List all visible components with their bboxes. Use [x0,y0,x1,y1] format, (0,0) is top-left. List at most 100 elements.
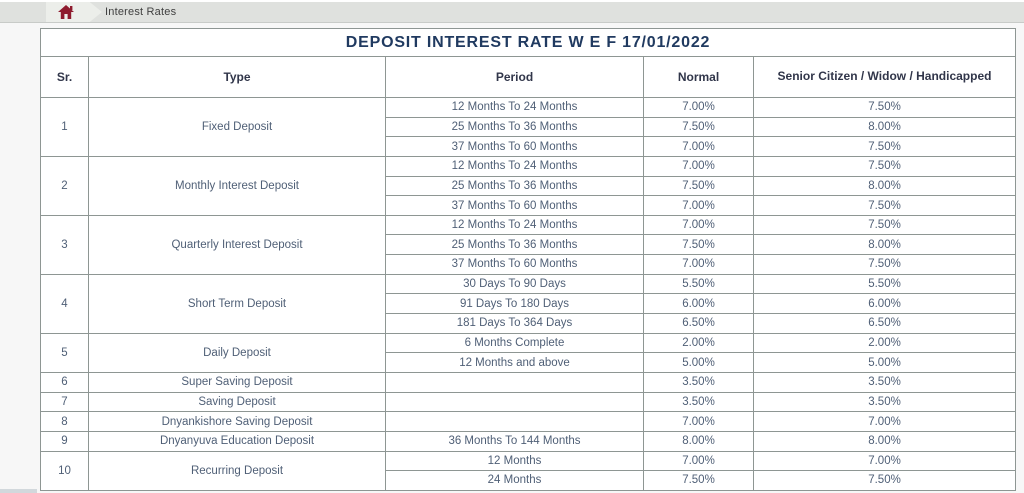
senior-rate-cell: 7.50% [752,214,1017,236]
normal-rate-cell: 7.50% [643,234,754,256]
period-cell: 181 Days To 364 Days [385,313,644,334]
table-title-row: DEPOSIT INTEREST RATE W E F 17/01/2022 [39,28,1017,57]
period-cell: 37 Months To 60 Months [385,254,644,275]
type-cell: Quarterly Interest Deposit [88,214,386,275]
normal-rate-cell: 7.00% [643,136,754,157]
normal-rate-cell: 7.00% [643,254,754,275]
sr-cell: 3 [40,214,89,275]
table-row: 3 Quarterly Interest Deposit 12 Months To … [40,214,1017,275]
type-cell: Saving Deposit [88,391,386,413]
normal-rate-cell: 5.00% [643,352,754,373]
col-header-type: Type [88,56,386,98]
type-cell: Recurring Deposit [88,450,386,491]
sr-cell: 4 [40,273,89,334]
table-row: 25 Months To 36 Months 7.50% 8.00% [41,234,1017,256]
normal-rate-cell: 6.50% [643,313,754,334]
normal-rate-cell: 2.00% [643,332,754,354]
col-header-period: Period [385,56,644,98]
table-header-row: Sr. Type Period Normal Senior Citizen / … [40,56,1017,98]
period-cell: 30 Days To 90 Days [385,273,644,295]
table-row: 9 Dnyanyuva Education Deposit 36 Months To… [40,430,1017,452]
normal-rate-cell: 5.50% [643,273,754,295]
period-cell: 24 Months [385,470,644,491]
table-row: 2 Monthly Interest Deposit 12 Months To 24… [40,155,1017,216]
table-row: 5 Daily Deposit 6 Months Complete 2.00% 2.00… [40,332,1017,373]
breadcrumb-bar: Interest Rates [0,0,1024,23]
table-row: 8 Dnyankishore Saving Deposit 7.00% 7.00% [40,411,1017,432]
period-cell: 12 Months To 24 Months [385,214,644,236]
normal-rate-cell: 7.00% [643,97,754,118]
table-row: 37 Months To 60 Months 7.00% 7.50% [41,136,1017,157]
sr-cell: 6 [40,371,89,393]
table-row: 24 Months 7.50% 7.50% [41,470,1017,491]
senior-rate-cell: 7.50% [752,254,1017,275]
type-cell: Dnyankishore Saving Deposit [88,411,386,432]
senior-rate-cell: 7.00% [752,450,1017,472]
table-row: 37 Months To 60 Months 7.00% 7.50% [41,195,1017,216]
type-cell: Super Saving Deposit [88,371,386,393]
sr-cell: 9 [40,430,89,452]
interest-rate-table-container: DEPOSIT INTEREST RATE W E F 17/01/2022 S… [39,28,1017,491]
senior-rate-cell: 5.00% [752,352,1017,373]
breadcrumb-home-tab[interactable] [46,2,102,22]
period-cell [385,391,644,413]
col-header-sr: Sr. [40,56,89,98]
senior-rate-cell: 8.00% [752,430,1017,452]
normal-rate-cell: 6.00% [643,293,754,315]
normal-rate-cell: 3.50% [643,391,754,413]
senior-rate-cell: 3.50% [752,391,1017,413]
senior-rate-cell: 7.50% [752,195,1017,216]
sr-cell: 7 [40,391,89,413]
normal-rate-cell: 3.50% [643,371,754,393]
senior-rate-cell: 7.50% [752,155,1017,177]
col-header-senior-label: Senior Citizen / Widow / Handicapped [777,69,992,84]
sr-cell: 10 [40,450,89,491]
sr-cell: 8 [40,411,89,432]
home-icon[interactable] [58,5,74,19]
senior-rate-cell: 6.00% [752,293,1017,315]
senior-rate-cell: 7.50% [752,136,1017,157]
type-cell: Dnyanyuva Education Deposit [88,430,386,452]
senior-rate-cell: 8.00% [752,116,1017,138]
table-body: 1 Fixed Deposit 12 Months To 24 Months 7.00… [40,97,1017,491]
normal-rate-cell: 7.00% [643,214,754,236]
normal-rate-cell: 7.50% [643,116,754,138]
period-cell: 25 Months To 36 Months [385,234,644,256]
footer-edge [0,489,37,493]
type-cell: Monthly Interest Deposit [88,155,386,216]
senior-rate-cell: 7.00% [752,411,1017,432]
table-row: 37 Months To 60 Months 7.00% 7.50% [41,254,1017,275]
period-cell: 37 Months To 60 Months [385,195,644,216]
senior-rate-cell: 7.50% [752,470,1017,491]
senior-rate-cell: 6.50% [752,313,1017,334]
table-row: 4 Short Term Deposit 30 Days To 90 Days 5.5… [40,273,1017,334]
period-cell: 12 Months To 24 Months [385,155,644,177]
table-row: 12 Months and above 5.00% 5.00% [41,352,1017,373]
period-cell: 91 Days To 180 Days [385,293,644,315]
normal-rate-cell: 8.00% [643,430,754,452]
sr-cell: 2 [40,155,89,216]
period-cell: 37 Months To 60 Months [385,136,644,157]
senior-rate-cell: 3.50% [752,371,1017,393]
senior-rate-cell: 8.00% [752,234,1017,256]
table-title: DEPOSIT INTEREST RATE W E F 17/01/2022 [39,28,1017,57]
senior-rate-cell: 5.50% [752,273,1017,295]
senior-rate-cell: 8.00% [752,175,1017,197]
normal-rate-cell: 7.50% [643,175,754,197]
period-cell: 36 Months To 144 Months [385,430,644,452]
interest-rate-table: DEPOSIT INTEREST RATE W E F 17/01/2022 S… [39,28,1017,491]
type-cell: Fixed Deposit [88,97,386,157]
senior-rate-cell: 7.50% [752,97,1017,118]
period-cell: 12 Months [385,450,644,472]
period-cell: 25 Months To 36 Months [385,175,644,197]
sr-cell: 5 [40,332,89,373]
type-cell: Short Term Deposit [88,273,386,334]
period-cell: 12 Months and above [385,352,644,373]
normal-rate-cell: 7.00% [643,411,754,432]
table-row: 10 Recurring Deposit 12 Months 7.00% 7.00% [40,450,1017,491]
table-row: 6 Super Saving Deposit 3.50% 3.50% [40,371,1017,393]
senior-rate-cell: 2.00% [752,332,1017,354]
col-header-normal: Normal [643,56,754,98]
period-cell: 6 Months Complete [385,332,644,354]
table-row: 7 Saving Deposit 3.50% 3.50% [40,391,1017,413]
